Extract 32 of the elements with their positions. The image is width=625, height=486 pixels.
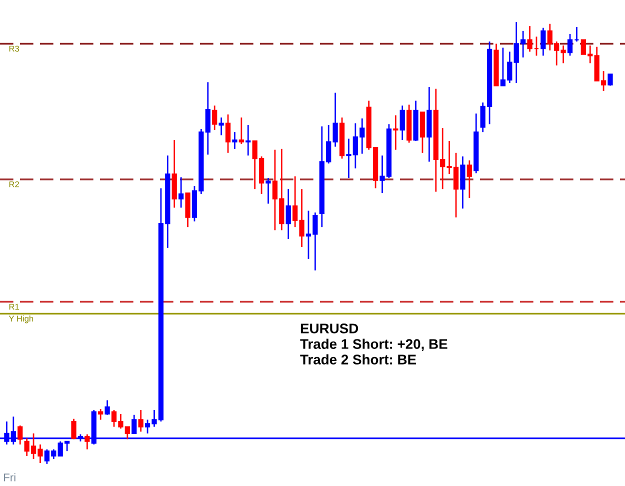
candlestick bbox=[225, 114, 231, 154]
candlestick bbox=[71, 418, 76, 440]
candlestick bbox=[286, 188, 291, 240]
ref-line-label: Y High bbox=[8, 315, 34, 324]
ref-line-label: R3 bbox=[9, 46, 20, 52]
candlestick bbox=[205, 81, 210, 156]
candlestick bbox=[84, 434, 90, 450]
candlestick bbox=[540, 27, 546, 56]
candlestick bbox=[104, 400, 110, 416]
annotation: Trade 2 Short: BE bbox=[300, 354, 416, 364]
candlestick bbox=[393, 114, 398, 150]
candlestick bbox=[18, 424, 23, 446]
candlestick bbox=[138, 409, 144, 432]
candlestick bbox=[98, 408, 104, 420]
candlestick bbox=[132, 414, 137, 434]
annotation: EURUSD bbox=[300, 324, 358, 334]
ref-line-label: R2 bbox=[9, 181, 19, 188]
candlestick bbox=[400, 104, 405, 141]
candlestick bbox=[232, 131, 238, 150]
candlestick bbox=[218, 116, 224, 136]
text: Fri bbox=[4, 473, 16, 482]
candlestick bbox=[567, 33, 573, 56]
candlestick bbox=[246, 124, 251, 156]
candlestick bbox=[527, 25, 532, 52]
candlestick bbox=[466, 160, 472, 199]
candlestick bbox=[266, 177, 271, 204]
candlestick bbox=[178, 176, 184, 208]
candlestick bbox=[238, 116, 244, 145]
annotation: Trade 1 Short: +20, BE bbox=[300, 338, 448, 351]
candlestick bbox=[460, 156, 466, 210]
candlestick bbox=[212, 104, 218, 131]
ref-line-label: R1 bbox=[9, 304, 19, 310]
